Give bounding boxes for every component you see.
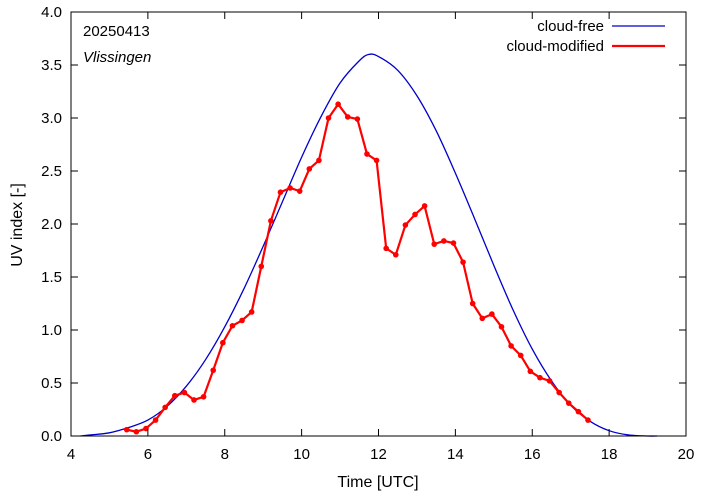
plot-layer (80, 53, 658, 437)
data-point-cloud-modified (527, 368, 534, 375)
data-point-cloud-modified (287, 185, 293, 191)
data-point-cloud-modified (181, 389, 188, 396)
data-point-cloud-modified (546, 378, 553, 384)
data-point-cloud-modified (565, 400, 572, 406)
data-point-cloud-modified (171, 392, 178, 399)
data-point-cloud-modified (191, 397, 197, 403)
data-point-cloud-modified (479, 315, 486, 322)
data-point-cloud-modified (450, 240, 457, 246)
x-tick-label: 16 (524, 446, 541, 463)
legend-label-cloud-modified: cloud-modified (506, 38, 604, 55)
data-point-cloud-modified (316, 157, 322, 164)
y-tick-label: 4.0 (41, 4, 62, 21)
x-tick-label: 12 (370, 446, 387, 463)
series-line-cloud-modified (126, 103, 589, 433)
data-point-cloud-modified (537, 374, 543, 381)
data-point-cloud-modified (210, 367, 217, 374)
x-tick-label: 6 (144, 446, 152, 463)
data-point-cloud-modified (441, 238, 447, 244)
y-tick-label: 2.0 (41, 216, 62, 233)
data-point-cloud-modified (123, 426, 130, 433)
y-tick-label: 2.5 (41, 163, 62, 180)
data-point-cloud-modified (143, 425, 149, 432)
data-point-cloud-modified (392, 251, 399, 258)
location-annotation: Vlissingen (83, 49, 151, 66)
date-annotation: 20250413 (83, 23, 150, 40)
data-point-cloud-modified (152, 417, 159, 423)
data-point-cloud-modified (508, 343, 514, 349)
data-point-cloud-modified (421, 203, 428, 209)
data-point-cloud-modified (258, 263, 265, 270)
data-point-cloud-modified (556, 389, 562, 396)
data-point-cloud-modified (402, 222, 409, 228)
data-point-cloud-modified (354, 116, 361, 122)
data-point-cloud-modified (498, 324, 505, 330)
x-tick-label: 20 (678, 446, 695, 463)
legend: cloud-free cloud-modified (506, 18, 665, 55)
data-point-cloud-modified (585, 417, 591, 423)
data-point-cloud-modified (200, 393, 207, 400)
y-tick-label: 0.0 (41, 428, 62, 445)
x-tick-label: 14 (447, 446, 464, 463)
y-tick-label: 3.0 (41, 110, 62, 127)
data-point-cloud-modified (373, 157, 380, 164)
data-point-cloud-modified (469, 300, 476, 307)
data-point-cloud-modified (268, 218, 274, 224)
data-point-cloud-modified (296, 188, 303, 194)
data-point-cloud-modified (517, 352, 524, 359)
data-point-cloud-modified (277, 189, 284, 195)
legend-label-cloud-free: cloud-free (537, 18, 604, 35)
plot-frame (70, 11, 687, 437)
data-point-cloud-modified (229, 322, 236, 329)
x-tick-label: 4 (67, 446, 75, 463)
y-tick-label: 3.5 (41, 57, 62, 74)
y-tick-label: 0.5 (41, 375, 62, 392)
y-tick-label: 1.0 (41, 322, 62, 339)
axes-layer: 4 6 8 10 12 14 16 18 20 0.0 0.5 1.0 1.5 2.0 2.5 3.0 3.5 4… (41, 4, 694, 463)
data-point-cloud-modified (220, 339, 226, 346)
x-tick-label: 18 (601, 446, 618, 463)
x-tick-label: 10 (293, 446, 310, 463)
data-point-cloud-modified (344, 114, 351, 120)
data-point-cloud-modified (306, 166, 313, 172)
data-point-cloud-modified (383, 245, 389, 252)
data-point-cloud-modified (364, 151, 370, 157)
data-point-cloud-modified (248, 309, 255, 315)
data-point-cloud-modified (489, 311, 495, 317)
y-tick-label: 1.5 (41, 269, 62, 286)
x-axis-title: Time [UTC] (337, 474, 418, 491)
series-line-cloud-free (80, 53, 658, 437)
data-point-cloud-modified (325, 115, 332, 121)
x-tick-label: 8 (221, 446, 229, 463)
y-axis-title: UV index [-] (9, 183, 26, 267)
data-point-cloud-modified (335, 101, 341, 108)
data-point-cloud-modified (239, 317, 245, 324)
data-point-cloud-modified (133, 428, 140, 435)
data-point-cloud-modified (431, 241, 438, 247)
data-point-cloud-modified (412, 211, 418, 218)
data-point-cloud-modified (460, 259, 466, 265)
data-point-cloud-modified (575, 408, 582, 415)
data-point-cloud-modified (162, 404, 168, 411)
